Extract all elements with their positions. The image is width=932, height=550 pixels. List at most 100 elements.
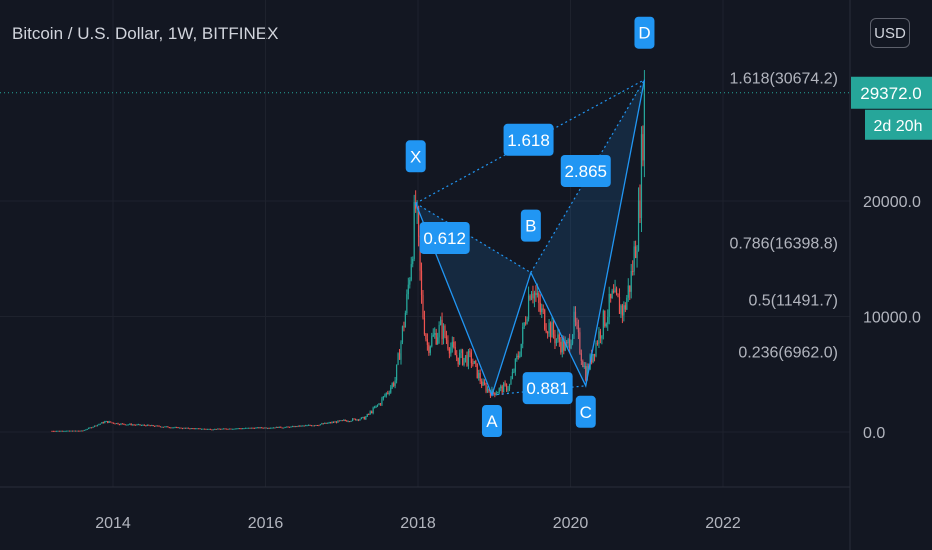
x-tick-label: 2018: [400, 515, 436, 532]
candle-body: [503, 383, 505, 393]
candle-body: [442, 326, 445, 340]
candle-body: [498, 388, 500, 393]
candle-body: [636, 250, 638, 259]
candle-body: [186, 427, 188, 429]
candle-body: [165, 426, 167, 428]
candle-body: [242, 428, 244, 430]
candle-body: [362, 416, 364, 418]
candle-body: [447, 340, 449, 349]
grid-lines: [0, 0, 850, 487]
candle-body: [146, 424, 148, 427]
candle-body: [511, 372, 514, 379]
candle-body: [390, 387, 392, 393]
candle-body: [130, 423, 132, 426]
candle-body: [82, 430, 84, 432]
candle-body: [525, 322, 527, 324]
candle-body: [299, 425, 301, 427]
candle-body: [413, 201, 415, 259]
candle-body: [448, 348, 450, 354]
candle-body: [476, 363, 478, 379]
candle-body: [479, 372, 481, 382]
fib-level-label: 0.5(11491.7): [748, 292, 838, 309]
chart-title: Bitcoin / U.S. Dollar, 1W, BITFINEX: [12, 24, 279, 43]
candle-body: [629, 285, 631, 292]
candle-body: [90, 427, 93, 429]
candle-body: [601, 335, 603, 339]
candle-body: [488, 388, 490, 392]
candle-body: [523, 322, 525, 328]
candle-body: [491, 389, 493, 396]
candle-body: [554, 334, 556, 344]
y-tick-label: 10000.0: [863, 310, 921, 327]
candle-body: [86, 428, 88, 430]
candle-body: [485, 384, 487, 392]
x-tick-label: 2020: [553, 515, 589, 532]
candle-body: [54, 430, 56, 432]
candle-body: [57, 430, 59, 432]
candle-body: [296, 426, 298, 428]
candle-body: [303, 425, 305, 427]
candle-body: [118, 424, 121, 426]
candle-body: [120, 423, 122, 425]
candle-body: [400, 342, 402, 360]
candle-body: [158, 425, 160, 427]
candle-body: [79, 430, 81, 432]
x-tick-label: 2014: [95, 515, 131, 532]
candle-body: [107, 420, 109, 423]
candle-body: [266, 427, 269, 429]
candle-body: [627, 285, 629, 298]
candle-body: [294, 426, 297, 428]
fib-level-label: 0.786(16398.8): [729, 236, 838, 253]
candle-body: [189, 428, 191, 430]
candle-body: [95, 425, 97, 427]
candle-body: [505, 384, 508, 391]
currency-button[interactable]: USD: [870, 18, 910, 48]
candle-body: [563, 338, 565, 351]
candle-body: [500, 386, 502, 389]
candle-body: [112, 422, 115, 424]
candle-body: [369, 411, 371, 415]
candle-body: [571, 334, 574, 344]
candle-body: [334, 421, 336, 423]
candle-body: [155, 425, 157, 427]
candle-body: [110, 421, 112, 423]
candle-body: [253, 427, 255, 429]
pattern-dotted-line: [415, 79, 645, 204]
candle-body: [494, 392, 496, 396]
y-tick-label: 20000.0: [863, 194, 921, 211]
candle-body: [437, 337, 439, 345]
candle-body: [464, 355, 467, 358]
candle-body: [252, 427, 254, 429]
candle-body: [538, 293, 540, 303]
candle-body: [417, 207, 420, 237]
candle-body: [343, 419, 345, 421]
candle-body: [366, 414, 368, 417]
ratio-label-bg: [522, 372, 573, 405]
point-label-c-bg: [575, 395, 596, 428]
candle-body: [111, 422, 113, 424]
candle-body: [532, 293, 534, 299]
candle-body: [258, 427, 260, 429]
candle-body: [240, 428, 242, 430]
candle-body: [247, 427, 250, 429]
candle-body: [607, 316, 609, 324]
candle-body: [66, 430, 68, 432]
candle-body: [598, 331, 600, 344]
candle-body: [611, 290, 613, 299]
candle-body: [286, 426, 288, 428]
candle-body: [316, 424, 319, 426]
candle-body: [218, 428, 220, 430]
candle-body: [58, 430, 60, 432]
candle-body: [371, 411, 373, 414]
candle-body: [548, 322, 550, 334]
candle-body: [71, 430, 74, 432]
candle-body: [181, 428, 184, 430]
candle-body: [451, 341, 453, 348]
candle-body: [580, 353, 582, 361]
candle-body: [129, 423, 131, 425]
candle-body: [338, 420, 341, 422]
candle-body: [642, 134, 644, 161]
candle-body: [585, 366, 587, 381]
candle-body: [156, 425, 159, 427]
